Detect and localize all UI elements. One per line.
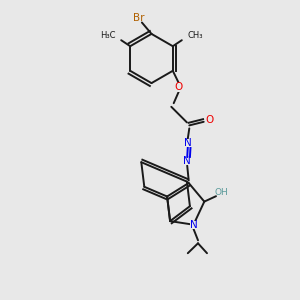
Text: N: N [190, 220, 198, 230]
Text: Br: Br [133, 13, 145, 23]
Bar [205, 116, 214, 124]
Text: N: N [183, 156, 191, 167]
Bar [183, 158, 191, 165]
Text: O: O [175, 82, 183, 92]
Bar [173, 83, 184, 92]
Bar [184, 139, 192, 147]
Text: CH₃: CH₃ [188, 31, 203, 40]
Bar [190, 221, 198, 229]
Text: N: N [184, 138, 192, 148]
Text: H₃C: H₃C [100, 31, 115, 40]
Bar [217, 189, 226, 196]
Text: OH: OH [214, 188, 228, 197]
Text: O: O [205, 115, 214, 125]
